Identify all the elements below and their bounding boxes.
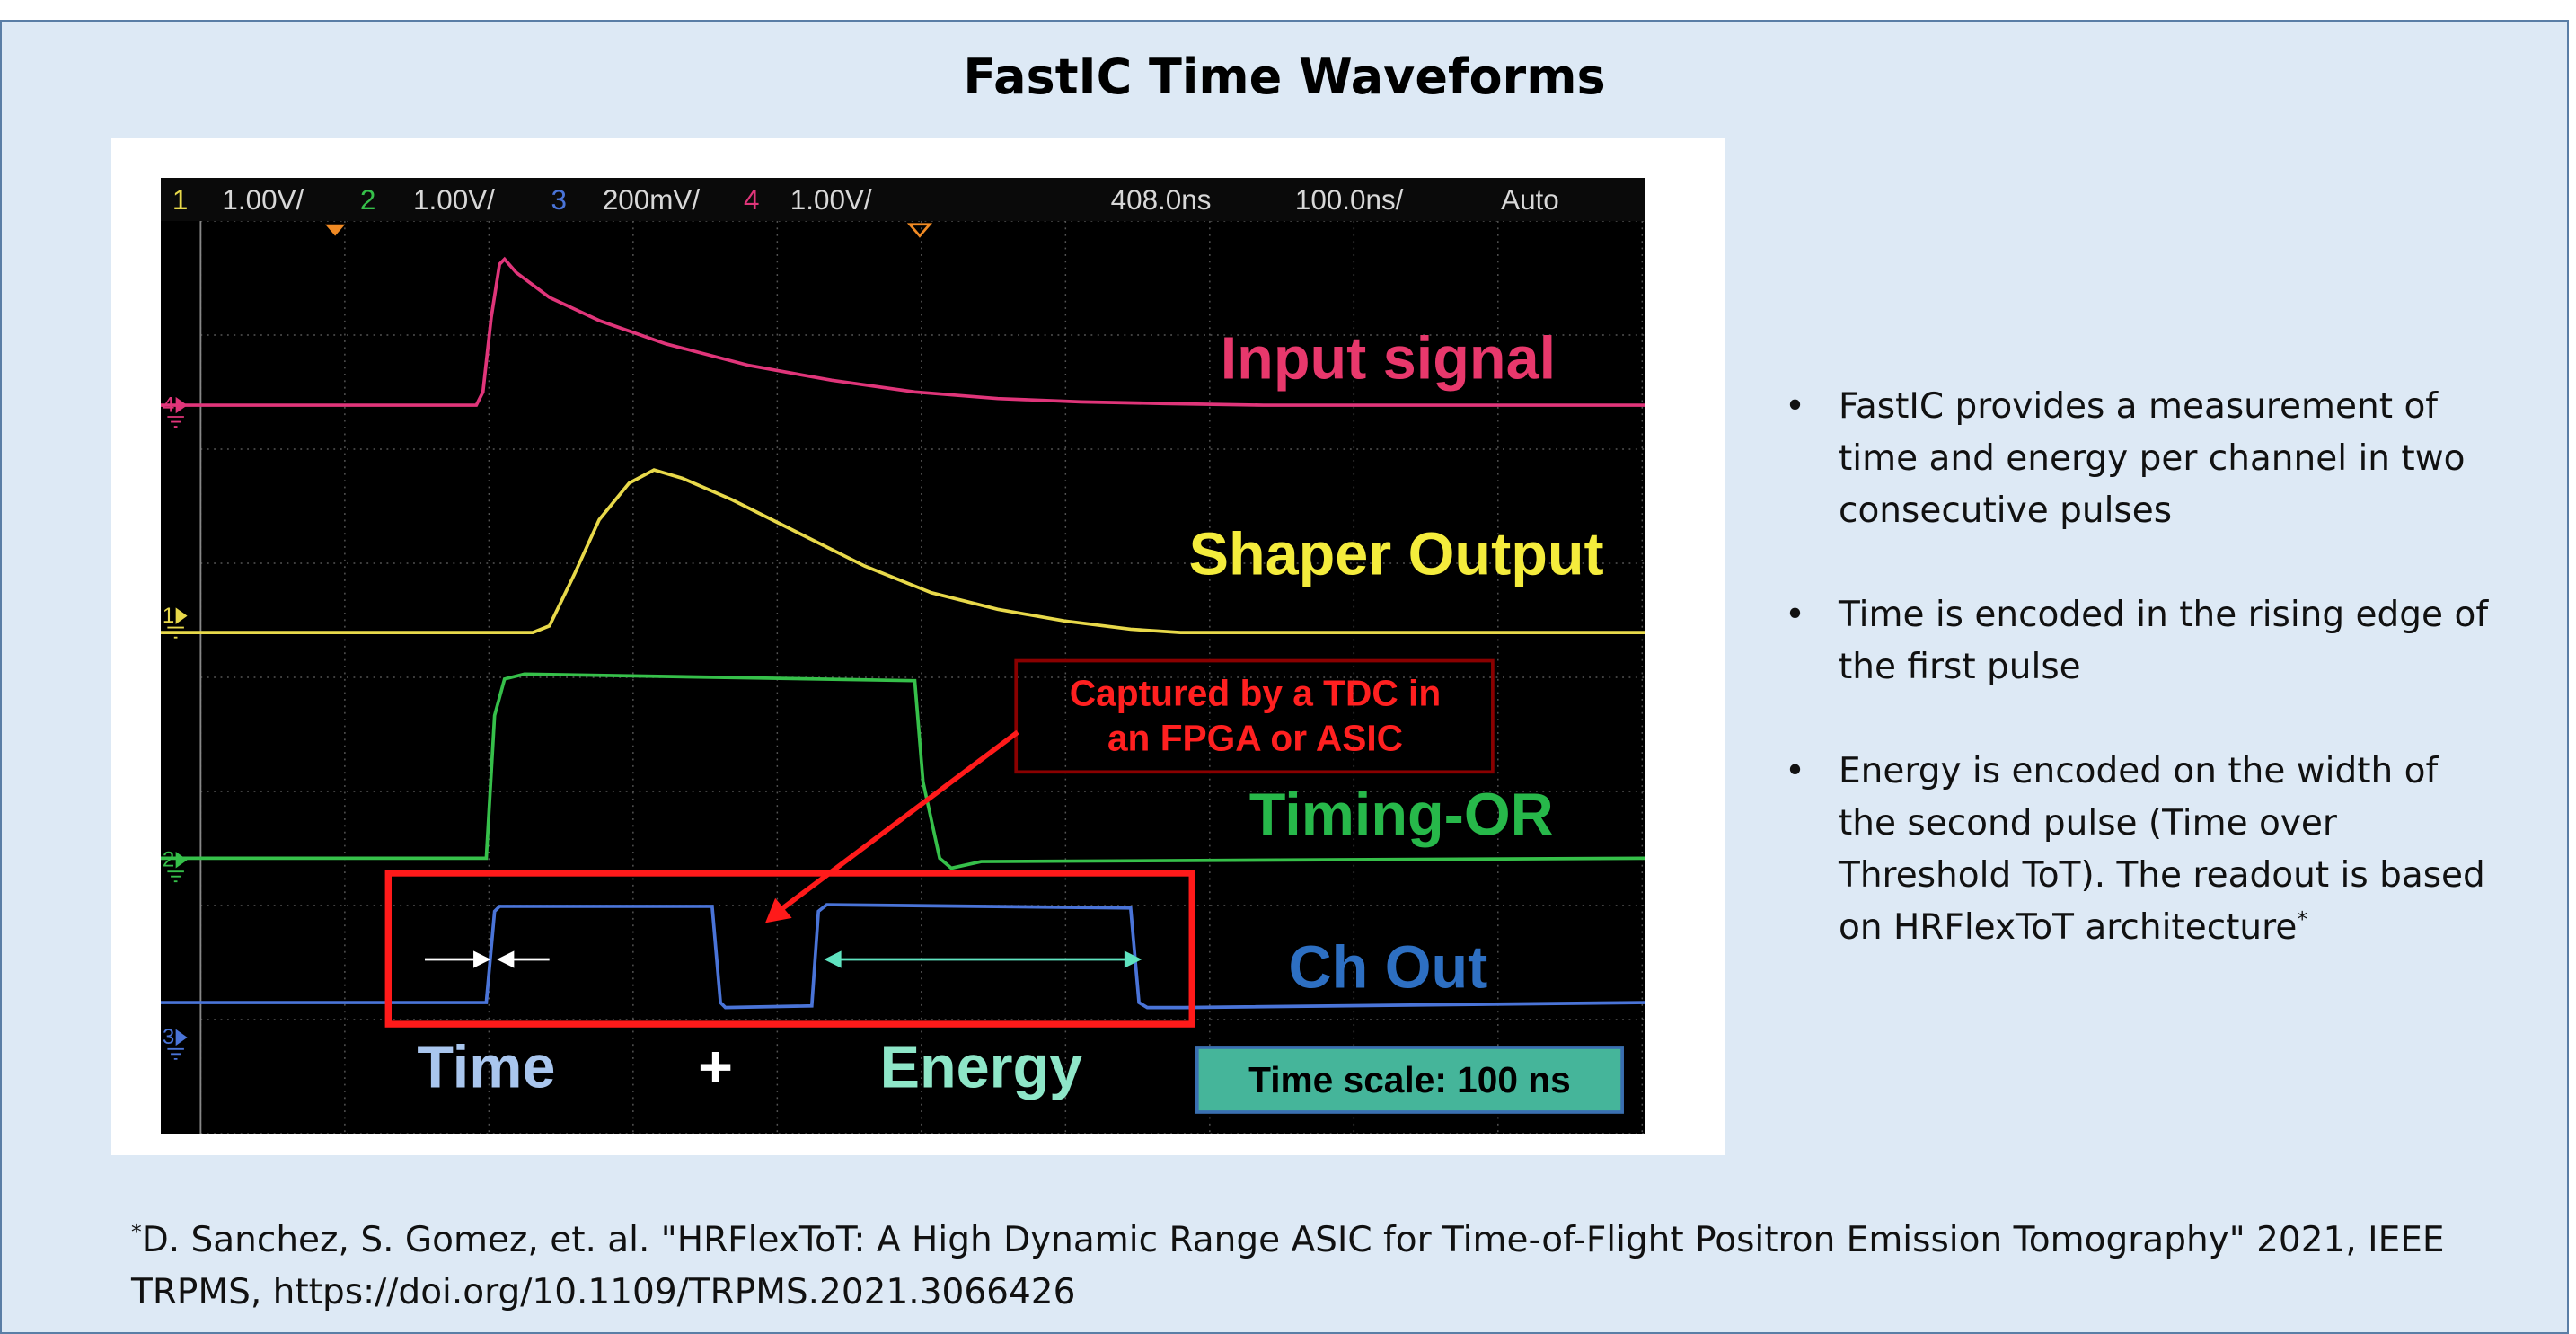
status-label: Auto	[1501, 184, 1559, 216]
status-label: 100.0ns/	[1295, 184, 1404, 216]
page: FastIC Time Waveforms 1 1.00V/2 1.00V/3 200…	[0, 0, 2576, 1334]
plus-label: +	[698, 1034, 733, 1100]
bullet-text: Time is encoded in the rising edge of th…	[1839, 595, 2488, 687]
oscilloscope-screenshot: 1 1.00V/2 1.00V/3 200mV/4 1.00V/408.0ns 100.0…	[161, 178, 1645, 1134]
time-label: Time	[417, 1034, 555, 1100]
trace-label: Input signal	[1221, 326, 1556, 393]
status-label: 1.00V/	[222, 184, 304, 216]
channel-marker: 3	[163, 1025, 174, 1049]
channel-marker: 4	[163, 393, 174, 417]
status-label: 1.00V/	[413, 184, 495, 216]
bullet-text: FastIC provides a measurement of time an…	[1839, 386, 2465, 531]
status-label: 1.00V/	[790, 184, 872, 216]
trace-label: Ch Out	[1289, 934, 1488, 1001]
status-label: 408.0ns	[1111, 184, 1212, 216]
footnote-mark: *	[2297, 906, 2307, 932]
bullet-text: Energy is encoded on the width of the se…	[1839, 751, 2485, 948]
reference: *D. Sanchez, S. Gomez, et. al. "HRFlexTo…	[131, 1215, 2484, 1319]
status-label: 1	[172, 184, 188, 216]
slide-title: FastIC Time Waveforms	[2, 49, 2567, 105]
time-scale-label: Time scale: 100 ns	[1248, 1059, 1571, 1100]
trace-label: Timing-OR	[1249, 782, 1554, 849]
channel-marker: 1	[163, 604, 174, 628]
status-label: 3	[551, 184, 567, 216]
annotation-text: Captured by a TDC in	[1070, 672, 1441, 713]
image-frame: 1 1.00V/2 1.00V/3 200mV/4 1.00V/408.0ns 100.0…	[111, 138, 1725, 1155]
slide: FastIC Time Waveforms 1 1.00V/2 1.00V/3 200…	[0, 20, 2569, 1334]
bullet: Time is encoded in the rising edge of th…	[1785, 589, 2503, 694]
bullet: Energy is encoded on the width of the se…	[1785, 746, 2503, 954]
bullet: FastIC provides a measurement of time an…	[1785, 381, 2503, 537]
channel-marker: 2	[163, 848, 174, 872]
annotation-text: an FPGA or ASIC	[1107, 717, 1403, 758]
energy-label: Energy	[880, 1034, 1083, 1100]
status-bar	[161, 178, 1645, 221]
bullet-list: FastIC provides a measurement of time an…	[1785, 381, 2503, 1006]
status-label: 2	[360, 184, 375, 216]
reference-text: D. Sanchez, S. Gomez, et. al. "HRFlexToT…	[131, 1220, 2445, 1312]
footnote-mark: *	[131, 1219, 142, 1244]
status-label: 4	[744, 184, 759, 216]
trace-label: Shaper Output	[1189, 522, 1604, 588]
status-label: 200mV/	[603, 184, 701, 216]
